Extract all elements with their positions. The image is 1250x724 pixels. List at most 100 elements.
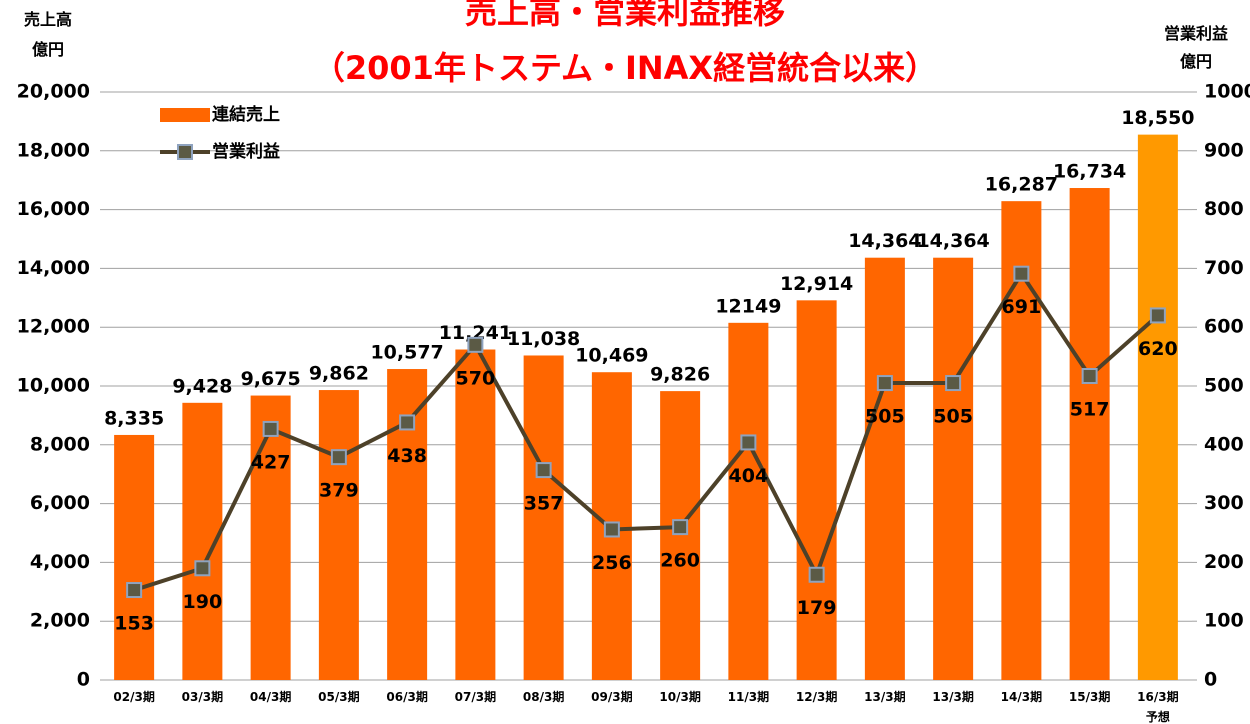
line-marker bbox=[399, 414, 416, 431]
y2-tick-label: 700 bbox=[1204, 257, 1244, 279]
chart-title: 売上高・営業利益推移 bbox=[465, 0, 785, 31]
legend-label: 連結売上 bbox=[212, 104, 280, 125]
x-tick-label: 14/3期 bbox=[1001, 689, 1042, 704]
x-tick-label: 07/3期 bbox=[455, 689, 496, 704]
y-tick-label: 12,000 bbox=[17, 316, 90, 338]
bar-value-label: 12149 bbox=[715, 295, 781, 317]
line-value-label: 190 bbox=[183, 591, 223, 613]
bar-value-label: 14,364 bbox=[916, 230, 989, 252]
x-tick-label: 05/3期 bbox=[318, 689, 359, 704]
bar bbox=[455, 349, 496, 680]
y-tick-label: 2,000 bbox=[30, 610, 90, 632]
x-tick-label: 04/3期 bbox=[250, 689, 291, 704]
y2-tick-label: 300 bbox=[1204, 492, 1244, 514]
y-tick-label: 14,000 bbox=[17, 257, 90, 279]
bar bbox=[728, 322, 769, 680]
bar-value-label: 16,734 bbox=[1053, 161, 1126, 183]
bar bbox=[796, 300, 837, 680]
bar bbox=[114, 434, 155, 680]
line-marker bbox=[808, 566, 825, 583]
bar-value-label: 9,428 bbox=[172, 375, 232, 397]
bar-value-label: 9,862 bbox=[309, 363, 369, 385]
x-tick-label: 13/3期 bbox=[864, 689, 905, 704]
y2-axis-title: 営業利益億円 bbox=[1164, 24, 1228, 71]
y2-tick-label: 900 bbox=[1204, 139, 1244, 161]
bar bbox=[1069, 188, 1110, 681]
bar-value-label: 9,675 bbox=[241, 368, 301, 390]
line-marker bbox=[194, 560, 211, 577]
line-marker bbox=[126, 582, 143, 599]
y-tick-label: 16,000 bbox=[17, 198, 90, 220]
bar-value-label: 11,038 bbox=[507, 328, 580, 350]
y2-tick-label: 400 bbox=[1204, 433, 1244, 455]
y2-tick-label: 100 bbox=[1204, 610, 1244, 632]
line-marker bbox=[467, 336, 484, 353]
bar bbox=[1137, 134, 1178, 680]
bar bbox=[864, 257, 905, 680]
x-tick-label: 08/3期 bbox=[523, 689, 564, 704]
bar-value-label: 10,577 bbox=[370, 342, 443, 364]
x-tick-label: 11/3期 bbox=[728, 689, 769, 704]
y2-tick-label: 500 bbox=[1204, 375, 1244, 397]
line-value-label: 517 bbox=[1070, 399, 1110, 421]
line-marker bbox=[672, 519, 689, 536]
y-tick-label: 0 bbox=[77, 669, 90, 691]
line-marker bbox=[945, 375, 962, 392]
bar-value-label: 9,826 bbox=[650, 364, 710, 386]
x-tick-label: 15/3期 bbox=[1069, 689, 1110, 704]
legend-swatch bbox=[160, 108, 210, 122]
y-tick-label: 8,000 bbox=[30, 433, 90, 455]
line-value-label: 438 bbox=[387, 445, 427, 467]
x-tick-label: 02/3期 bbox=[113, 689, 154, 704]
bar bbox=[523, 355, 564, 680]
line-marker bbox=[1081, 368, 1098, 385]
y-tick-label: 18,000 bbox=[17, 139, 90, 161]
line-value-label: 620 bbox=[1138, 338, 1178, 360]
bar-value-label: 11,241 bbox=[439, 322, 512, 344]
chart-subtitle: （2001年トステム・INAX経営統合以来） bbox=[313, 49, 937, 87]
line-value-label: 691 bbox=[1002, 296, 1042, 318]
line-marker bbox=[603, 521, 620, 538]
line-marker bbox=[535, 462, 552, 479]
line-value-label: 570 bbox=[456, 367, 496, 389]
y-tick-label: 4,000 bbox=[30, 551, 90, 573]
y2-tick-label: 600 bbox=[1204, 316, 1244, 338]
x-tick-label: 03/3期 bbox=[182, 689, 223, 704]
bar-value-label: 18,550 bbox=[1121, 107, 1194, 129]
x-tick-label: 10/3期 bbox=[659, 689, 700, 704]
bar bbox=[250, 395, 291, 680]
x-tick-label: 12/3期 bbox=[796, 689, 837, 704]
bar-value-label: 12,914 bbox=[780, 273, 853, 295]
y-tick-label: 20,000 bbox=[17, 81, 90, 103]
line-marker bbox=[1149, 307, 1166, 324]
x-tick-label: 16/3期予想 bbox=[1137, 689, 1178, 724]
line-value-label: 179 bbox=[797, 597, 837, 619]
y2-tick-label: 800 bbox=[1204, 198, 1244, 220]
legend-marker bbox=[177, 144, 193, 160]
y2-tick-label: 1000 bbox=[1204, 81, 1250, 103]
bar bbox=[318, 390, 359, 680]
line-value-label: 256 bbox=[592, 552, 632, 574]
line-marker bbox=[330, 449, 347, 466]
line-value-label: 505 bbox=[933, 406, 973, 428]
line-marker bbox=[262, 420, 279, 437]
y-axis-title: 売上高億円 bbox=[24, 10, 72, 59]
line-value-label: 404 bbox=[729, 465, 769, 487]
y2-tick-label: 0 bbox=[1204, 669, 1217, 691]
line-value-label: 427 bbox=[251, 451, 291, 473]
y2-tick-label: 200 bbox=[1204, 551, 1244, 573]
bar-value-label: 10,469 bbox=[575, 345, 648, 367]
x-tick-label: 06/3期 bbox=[386, 689, 427, 704]
x-tick-label: 13/3期 bbox=[932, 689, 973, 704]
bar-value-label: 16,287 bbox=[985, 174, 1058, 196]
line-value-label: 260 bbox=[660, 550, 700, 572]
line-marker bbox=[740, 434, 757, 451]
legend-label: 営業利益 bbox=[212, 141, 280, 162]
bar-value-label: 8,335 bbox=[104, 407, 164, 429]
line-value-label: 379 bbox=[319, 480, 359, 502]
line bbox=[133, 270, 1160, 592]
y-tick-label: 6,000 bbox=[30, 492, 90, 514]
line-value-label: 357 bbox=[524, 493, 564, 515]
bar bbox=[933, 257, 974, 680]
